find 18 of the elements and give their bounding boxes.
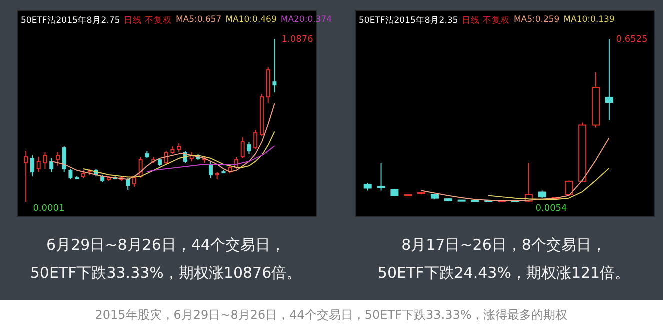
text: 8月17日~26日，8个交易日， [400, 235, 608, 256]
text: MA10:0.469 [226, 15, 277, 27]
text: MA5:0.657 [176, 15, 222, 27]
text: 0.0001 [32, 204, 66, 214]
text: 6月29日~8月26日，44个交易日， [46, 235, 286, 256]
text: 0.6525 [615, 35, 649, 45]
text: 1.0876 [280, 35, 314, 45]
text: 2015年股灾，6月29日~8月26日，44个交易日，50ETF下跌33.33%，涨得最多的期权 [95, 308, 568, 322]
chart-title: 50ETF沽2015年8月2.35 [359, 15, 458, 27]
text: MA10:0.139 [564, 15, 615, 27]
text: MA5:0.259 [514, 15, 560, 27]
text: 50ETF下跌33.33%，期权涨10876倍。 [29, 263, 303, 284]
chart-subtitle: 日线 不复权 [462, 15, 510, 27]
chart-title: 50ETF沽2015年8月2.75 [21, 15, 120, 27]
text: 50ETF下跌24.43%，期权涨121倍。 [376, 263, 632, 284]
chart-subtitle: 日线 不复权 [124, 15, 172, 27]
text: 0.0054 [534, 204, 568, 214]
text: MA20:0.374 [280, 15, 332, 27]
